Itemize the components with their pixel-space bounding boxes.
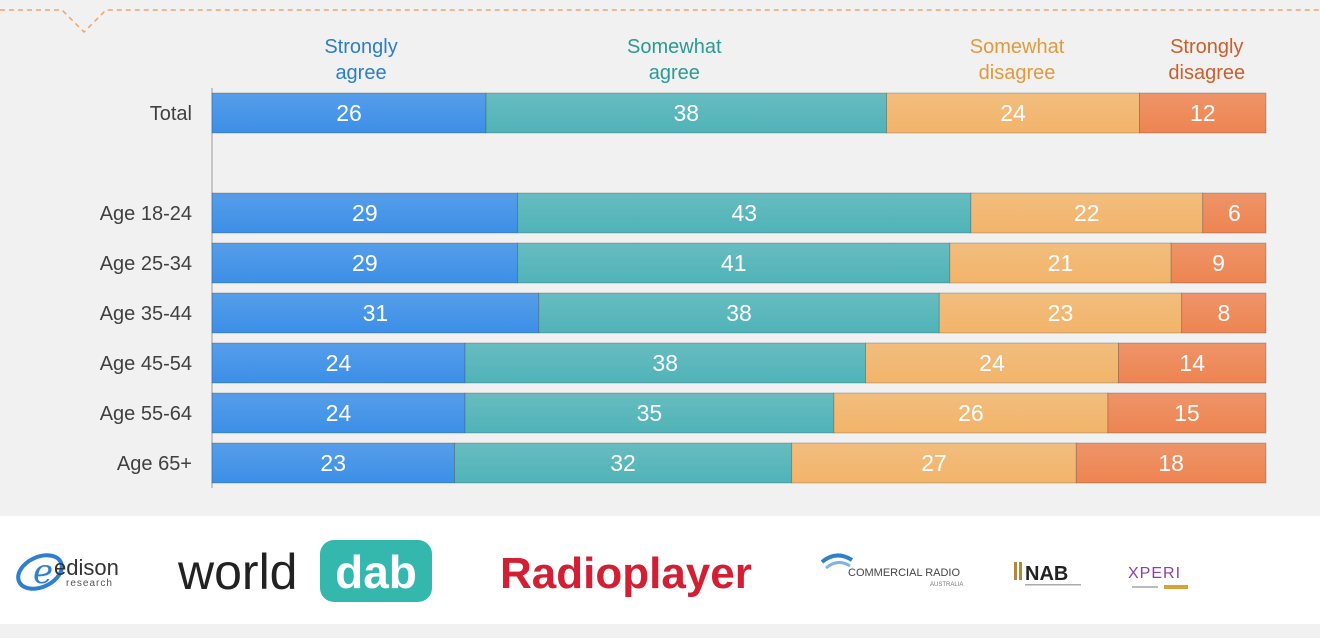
stacked-bar-chart: Total 26 38 24 12 Age 18-24 29 43 22 6 Age 25-34 29… bbox=[100, 36, 1267, 488]
legend-label: Somewhat bbox=[970, 36, 1065, 58]
data-label: 6 bbox=[1228, 200, 1241, 226]
data-label: 26 bbox=[336, 100, 362, 126]
data-label: 31 bbox=[363, 300, 389, 326]
bar-segment bbox=[1118, 342, 1267, 384]
svg-text:e: e bbox=[33, 552, 53, 592]
legend-label: agree bbox=[649, 62, 700, 84]
bar-segment bbox=[211, 192, 519, 234]
bar-segment bbox=[1075, 442, 1267, 484]
bar-segment bbox=[211, 292, 540, 334]
data-label: 12 bbox=[1190, 100, 1216, 126]
data-label: 32 bbox=[610, 450, 636, 476]
sponsor-logo-strip: e edison research world dab Radioplayer … bbox=[0, 516, 1320, 624]
bar-segment bbox=[538, 292, 940, 334]
data-label: 27 bbox=[921, 450, 947, 476]
data-label: 26 bbox=[958, 400, 984, 426]
xperi-logo: XPERI bbox=[1128, 560, 1204, 594]
data-label: 14 bbox=[1179, 350, 1205, 376]
legend-label: Somewhat bbox=[627, 36, 722, 58]
bar-segment bbox=[970, 192, 1204, 234]
bar-segment bbox=[1139, 92, 1267, 134]
bar-segment bbox=[1181, 292, 1267, 334]
data-label: 18 bbox=[1158, 450, 1184, 476]
row-label: Age 55-64 bbox=[100, 403, 192, 425]
row-label: Age 25-34 bbox=[100, 253, 192, 275]
bar-segment bbox=[211, 242, 519, 284]
bar-segment bbox=[211, 92, 487, 134]
svg-text:NAB: NAB bbox=[1025, 563, 1068, 585]
commercial-radio-australia-logo: COMMERCIAL RADIO AUSTRALIA bbox=[818, 550, 978, 590]
worlddab-logo: world dab bbox=[177, 538, 438, 604]
row-label: Age 35-44 bbox=[100, 303, 192, 325]
data-label: 23 bbox=[1048, 300, 1074, 326]
bar-segment bbox=[938, 292, 1183, 334]
data-label: 21 bbox=[1048, 250, 1074, 276]
data-label: 38 bbox=[726, 300, 752, 326]
svg-text:dab: dab bbox=[335, 546, 417, 598]
data-label: 38 bbox=[652, 350, 678, 376]
bar-segment bbox=[517, 192, 972, 234]
data-label: 9 bbox=[1212, 250, 1225, 276]
legend-label: Strongly bbox=[324, 36, 397, 58]
svg-text:AUSTRALIA: AUSTRALIA bbox=[930, 582, 963, 588]
bar-segment bbox=[833, 392, 1109, 434]
svg-text:edison: edison bbox=[54, 555, 119, 580]
bar-segment bbox=[485, 92, 887, 134]
data-label: 24 bbox=[979, 350, 1005, 376]
svg-text:XPERI: XPERI bbox=[1128, 565, 1181, 582]
bar-segment bbox=[464, 392, 835, 434]
legend-label: Strongly bbox=[1170, 36, 1243, 58]
data-label: 24 bbox=[326, 400, 352, 426]
row-label: Age 45-54 bbox=[100, 353, 192, 375]
svg-text:world: world bbox=[178, 544, 297, 600]
row-label: Age 18-24 bbox=[100, 203, 192, 225]
bar-segment bbox=[949, 242, 1172, 284]
data-label: 23 bbox=[320, 450, 346, 476]
bar-segment bbox=[1170, 242, 1267, 284]
bar-segment bbox=[1202, 192, 1267, 234]
bar-segment bbox=[454, 442, 793, 484]
data-label: 24 bbox=[1000, 100, 1026, 126]
bar-segment bbox=[211, 342, 466, 384]
top-decorative-dashed-line bbox=[0, 9, 1320, 34]
data-label: 41 bbox=[721, 250, 747, 276]
bar-segment bbox=[517, 242, 951, 284]
data-label: 35 bbox=[637, 400, 663, 426]
legend-label: agree bbox=[335, 62, 386, 84]
data-label: 8 bbox=[1217, 300, 1230, 326]
svg-text:COMMERCIAL RADIO: COMMERCIAL RADIO bbox=[848, 567, 960, 579]
svg-text:Radioplayer: Radioplayer bbox=[500, 549, 752, 598]
bar-segment bbox=[211, 392, 466, 434]
row-label: Age 65+ bbox=[117, 453, 192, 475]
radioplayer-logo: Radioplayer bbox=[500, 544, 760, 600]
svg-text:research: research bbox=[66, 578, 113, 589]
bar-segment bbox=[791, 442, 1077, 484]
edison-research-logo: e edison research bbox=[14, 542, 144, 602]
row-label: Total bbox=[150, 103, 192, 125]
legend-label: disagree bbox=[979, 62, 1056, 84]
data-label: 15 bbox=[1174, 400, 1200, 426]
bar-segment bbox=[211, 442, 455, 484]
data-label: 29 bbox=[352, 250, 378, 276]
bar-segment bbox=[865, 342, 1119, 384]
data-label: 43 bbox=[731, 200, 757, 226]
bar-segment bbox=[464, 342, 866, 384]
data-label: 24 bbox=[326, 350, 352, 376]
legend-label: disagree bbox=[1168, 62, 1245, 84]
data-label: 22 bbox=[1074, 200, 1100, 226]
data-label: 29 bbox=[352, 200, 378, 226]
nab-logo: NAB bbox=[1012, 558, 1092, 588]
data-label: 38 bbox=[674, 100, 700, 126]
bar-segment bbox=[1107, 392, 1267, 434]
